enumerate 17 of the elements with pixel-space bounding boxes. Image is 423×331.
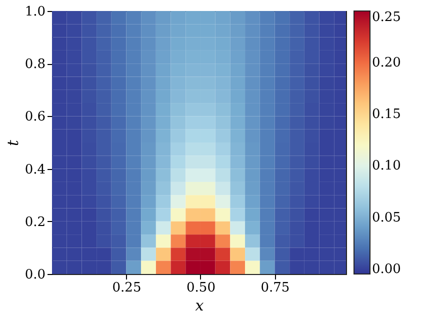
y-tick-label: 0.8 [24, 57, 46, 72]
color-bar-label: 0.20 [372, 56, 401, 71]
y-tick-label: 0.4 [24, 162, 46, 178]
x-tick-label: 0.25 [112, 280, 142, 296]
x-tick-label: 0.50 [186, 280, 216, 296]
y-axis-title: t [4, 139, 22, 146]
color-bar-label: 0.15 [372, 107, 401, 122]
y-tick-label: 0.6 [24, 110, 46, 125]
color-bar-label: 0.10 [372, 158, 401, 174]
y-tick-label: 1.0 [24, 4, 46, 20]
x-tick-label: 0.75 [260, 280, 290, 296]
color-bar-label: 0.00 [372, 262, 401, 277]
y-tick-label: 0.2 [24, 214, 46, 230]
color-bar-label: 0.05 [372, 210, 401, 226]
x-axis-title: x [195, 296, 204, 314]
y-tick-label: 0.0 [24, 268, 46, 282]
color-bar-label: 0.25 [372, 10, 401, 25]
